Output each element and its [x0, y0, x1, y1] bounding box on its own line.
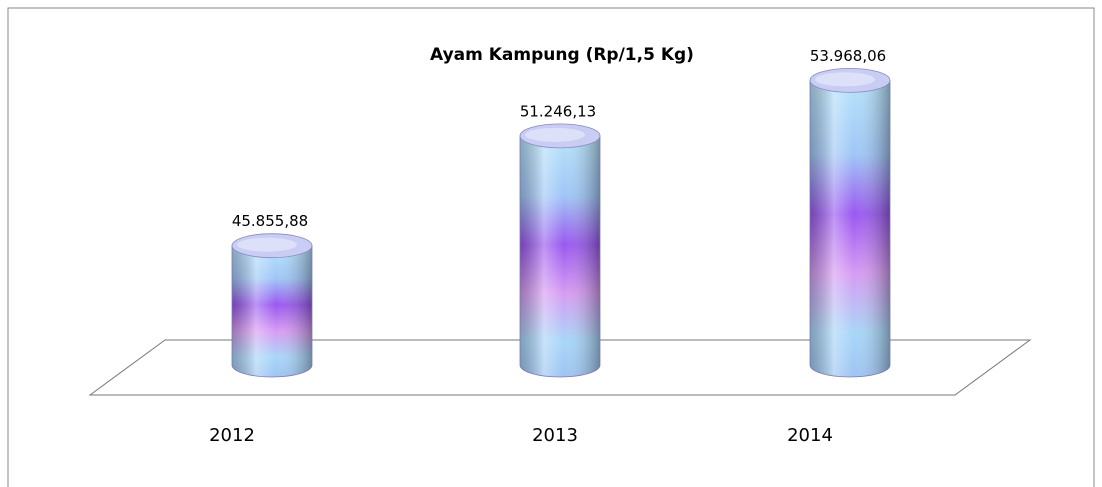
- chart-frame: [7, 7, 1095, 487]
- bar-shade: [231, 245, 313, 378]
- value-label: 45.855,88: [232, 212, 308, 230]
- bar-cap-highlight: [525, 127, 585, 142]
- bar-cap-highlight: [237, 237, 297, 252]
- bar-shade: [809, 80, 891, 378]
- x-tick-label: 2014: [787, 425, 833, 446]
- bar-cap-highlight: [815, 72, 875, 87]
- value-label: 53.968,06: [810, 47, 886, 65]
- x-tick-label: 2012: [209, 425, 255, 446]
- x-tick-label: 2013: [532, 425, 578, 446]
- chart-title: Ayam Kampung (Rp/1,5 Kg): [430, 45, 694, 65]
- value-label: 51.246,13: [520, 102, 596, 120]
- bar-shade: [519, 135, 601, 378]
